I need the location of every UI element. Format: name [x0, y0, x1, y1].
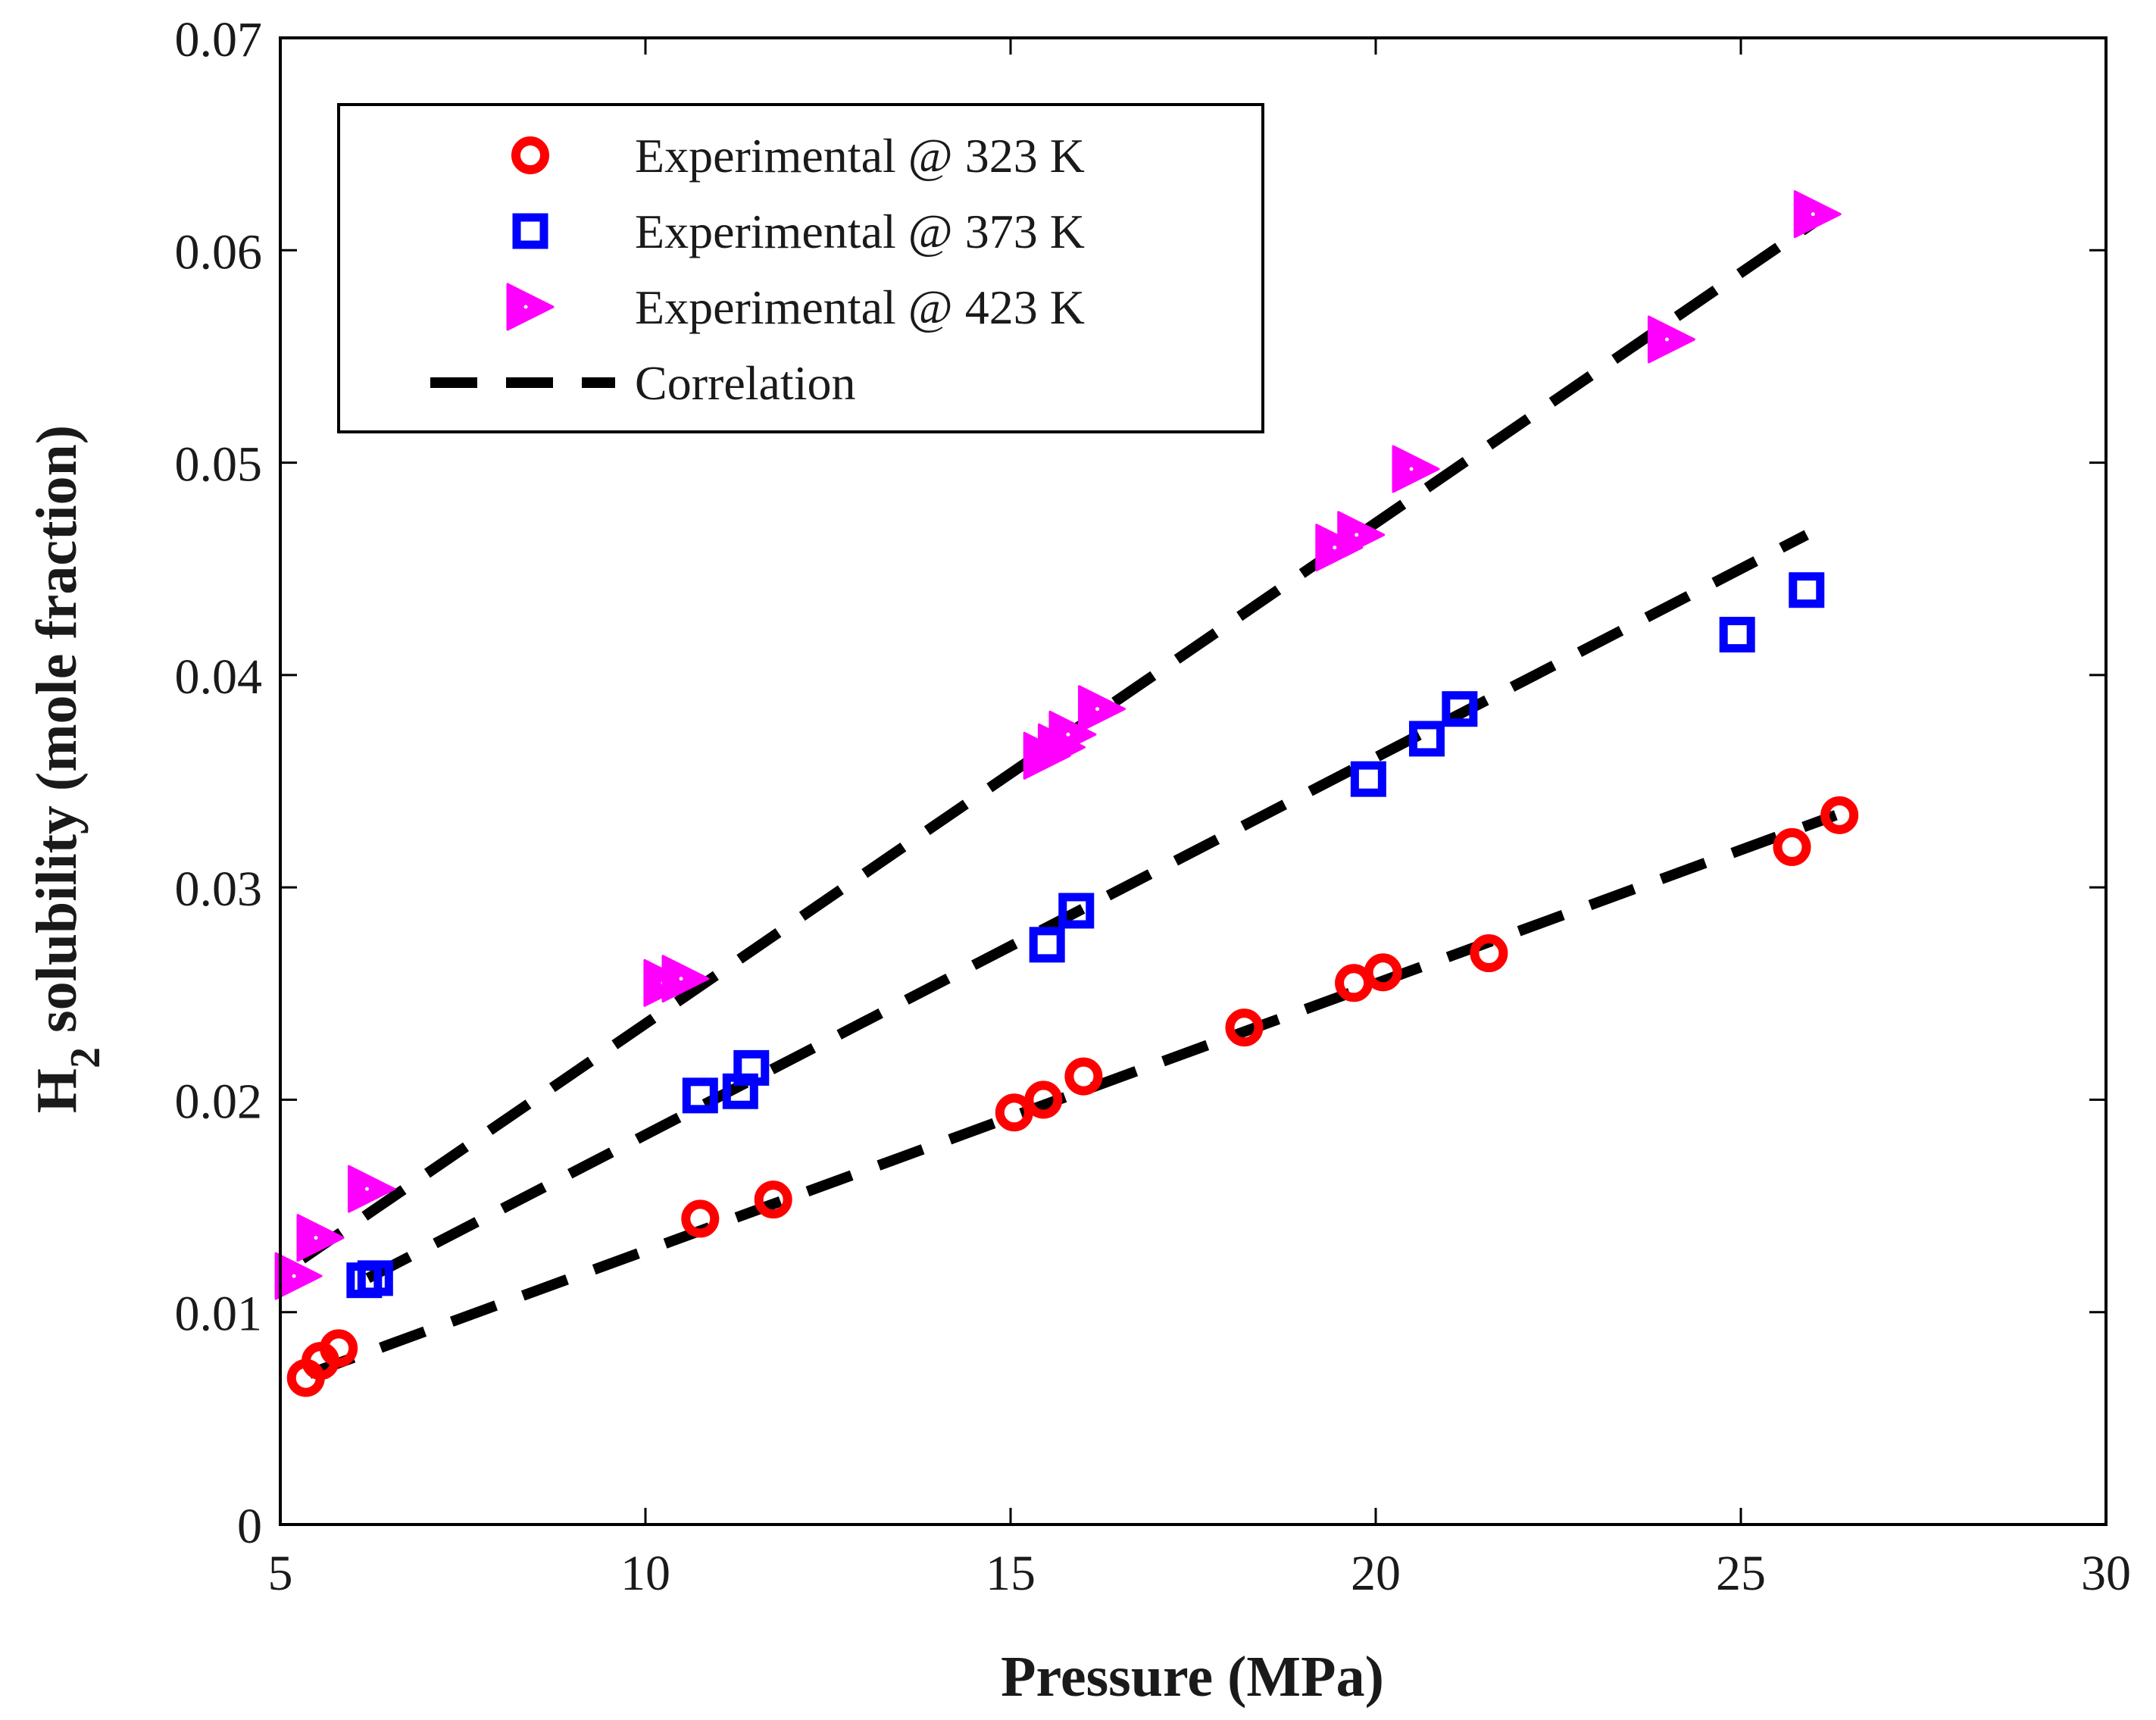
- data-point-experimental-423-k: [274, 1252, 323, 1300]
- data-point-experimental-423-k: [1048, 710, 1097, 758]
- data-point-experimental-373-k: [1408, 721, 1445, 757]
- legend: Experimental @ 323 K Experimental @ 373 K…: [337, 103, 1264, 433]
- data-point-experimental-373-k: [1029, 927, 1065, 963]
- data-point-experimental-323-k: [1470, 934, 1508, 973]
- data-point-experimental-423-k-dot: [292, 1274, 296, 1278]
- data-point-experimental-373-k: [357, 1260, 393, 1296]
- y-axis-label-subscript: 2: [62, 1047, 109, 1068]
- data-point-experimental-323-k: [1064, 1057, 1103, 1096]
- legend-symbol-experimental-373-k: [512, 213, 548, 249]
- x-tick-label: 5: [268, 1546, 293, 1601]
- data-point-experimental-323-k: [1820, 796, 1859, 834]
- y-tick-label: 0.05: [175, 437, 263, 493]
- data-point-experimental-323-k: [1225, 1009, 1264, 1047]
- data-point-experimental-423-k: [1337, 511, 1386, 559]
- correlation-line-1: [308, 810, 1838, 1379]
- legend-symbol-experimental-423-k: [506, 283, 555, 331]
- legend-symbol-experimental-423-k-dot: [523, 305, 528, 309]
- x-tick-label: 10: [620, 1546, 670, 1601]
- data-point-experimental-323-k: [1364, 953, 1402, 992]
- data-point-experimental-323-k: [320, 1329, 358, 1368]
- y-tick-label: 0.03: [175, 862, 263, 917]
- data-point-experimental-373-k: [1789, 572, 1825, 608]
- x-tick-label: 25: [1716, 1546, 1766, 1601]
- data-point-experimental-423-k-dot: [1409, 467, 1414, 471]
- data-point-experimental-423-k: [348, 1165, 395, 1213]
- data-point-experimental-323-k: [1773, 827, 1811, 866]
- data-point-experimental-423-k-dot: [1811, 212, 1815, 217]
- y-tick-label: 0: [237, 1499, 262, 1554]
- data-point-experimental-323-k: [995, 1093, 1033, 1132]
- ticks-layer: 5 10 15 20 25 30 0 0.01 0.02 0.03 0.04 0.05 0.06 0.07: [175, 12, 2132, 1601]
- y-axis-label-suffix: solubility (mole fraction): [25, 425, 89, 1047]
- legend-label-experimental-423-k: Experimental @ 423 K: [635, 280, 1085, 334]
- data-point-experimental-423-k-dot: [1066, 732, 1070, 736]
- data-point-experimental-373-k: [1058, 893, 1095, 929]
- legend-label-experimental-373-k: Experimental @ 373 K: [635, 205, 1085, 258]
- legend-symbol-experimental-323-k: [511, 136, 549, 174]
- data-point-experimental-423-k-dot: [365, 1187, 369, 1191]
- data-point-experimental-323-k: [754, 1181, 792, 1219]
- x-tick-label: 20: [1351, 1546, 1401, 1601]
- y-tick-label: 0.01: [175, 1287, 263, 1342]
- y-tick-label: 0.07: [175, 12, 263, 67]
- data-point-experimental-373-k: [1350, 761, 1386, 797]
- y-axis-label: H2 solubility (mole fraction): [25, 425, 109, 1113]
- data-point-experimental-373-k: [1442, 691, 1478, 727]
- plot-layer: [274, 190, 1859, 1397]
- legend-box: [337, 103, 1264, 433]
- data-point-experimental-423-k: [1078, 685, 1126, 733]
- data-point-experimental-423-k-dot: [314, 1236, 318, 1240]
- correlation-line-2: [365, 530, 1809, 1284]
- data-point-experimental-373-k: [682, 1077, 718, 1114]
- legend-label-correlation: Correlation: [635, 356, 855, 410]
- x-tick-label: 30: [2081, 1546, 2131, 1601]
- data-point-experimental-423-k: [1392, 445, 1440, 493]
- x-tick-label: 15: [986, 1546, 1036, 1601]
- data-point-experimental-423-k-dot: [1664, 337, 1669, 342]
- y-tick-label: 0.06: [175, 224, 263, 280]
- data-point-experimental-423-k-dot: [1333, 546, 1337, 550]
- data-point-experimental-423-k-dot: [1095, 707, 1099, 711]
- y-tick-label: 0.04: [175, 649, 263, 705]
- x-axis-label: Pressure (MPa): [1001, 1645, 1384, 1709]
- data-point-experimental-423-k: [296, 1214, 345, 1262]
- data-point-experimental-373-k: [733, 1049, 770, 1086]
- y-tick-label: 0.02: [175, 1074, 263, 1129]
- legend-label-experimental-323-k: Experimental @ 323 K: [635, 129, 1085, 183]
- data-point-experimental-423-k: [661, 955, 710, 1003]
- plot-frame: [279, 36, 2108, 1526]
- data-point-experimental-373-k: [1719, 617, 1755, 653]
- data-point-experimental-323-k: [1024, 1080, 1063, 1119]
- data-point-experimental-423-k: [1793, 190, 1842, 239]
- data-point-experimental-423-k-dot: [679, 977, 683, 981]
- y-axis-label-prefix: H: [25, 1068, 89, 1113]
- data-point-experimental-423-k-dot: [1355, 533, 1359, 537]
- data-point-experimental-323-k: [681, 1199, 720, 1238]
- data-point-experimental-423-k: [1647, 315, 1695, 364]
